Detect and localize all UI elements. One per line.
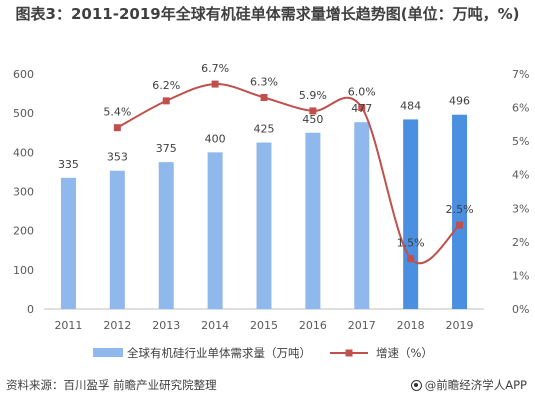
x-tick-label: 2016 bbox=[299, 319, 327, 332]
bars-layer bbox=[60, 114, 468, 309]
growth-rate-marker bbox=[113, 124, 121, 132]
chart-svg: 0 100 200 300 400 500 600 0% 1% 2% 3% 4% 5% 6% 7% 2011 2… bbox=[13, 62, 529, 360]
y-right-tick-label: 0% bbox=[512, 303, 529, 316]
bar bbox=[109, 170, 125, 309]
bar bbox=[354, 122, 370, 309]
y-right-tick-label: 5% bbox=[512, 135, 529, 148]
growth-rate-label: 6.2% bbox=[152, 79, 180, 92]
bar-value-label: 335 bbox=[58, 158, 79, 171]
legend-bar-swatch bbox=[93, 348, 123, 357]
growth-rate-label: 2.5% bbox=[446, 203, 474, 216]
y-left-tick-label: 500 bbox=[13, 107, 34, 120]
legend-line-label: 增速（%） bbox=[376, 346, 433, 360]
y-left-tick-label: 300 bbox=[13, 186, 34, 199]
x-tick-label: 2017 bbox=[348, 319, 376, 332]
x-tick-label: 2018 bbox=[397, 319, 425, 332]
x-tick-label: 2011 bbox=[54, 319, 82, 332]
growth-rate-marker bbox=[309, 107, 317, 115]
y-left-tick-label: 100 bbox=[13, 264, 34, 277]
y-right-tick-label: 4% bbox=[512, 169, 529, 182]
growth-rate-label: 6.7% bbox=[201, 62, 229, 75]
growth-rate-label: 1.5% bbox=[397, 237, 425, 250]
x-tick-label: 2019 bbox=[446, 319, 474, 332]
bar-value-label: 484 bbox=[400, 99, 421, 112]
growth-rate-marker bbox=[407, 255, 415, 263]
bar-value-label: 477 bbox=[351, 102, 372, 115]
y-left-tick-label: 0 bbox=[27, 303, 34, 316]
bar bbox=[305, 132, 321, 309]
growth-rate-marker bbox=[162, 97, 170, 105]
x-tick-label: 2014 bbox=[201, 319, 229, 332]
chart-title: 图表3：2011-2019年全球有机硅单体需求量增长趋势图(单位：万吨，%) bbox=[15, 5, 520, 23]
legend-line-marker bbox=[345, 349, 353, 357]
bar bbox=[403, 119, 419, 309]
bar bbox=[207, 152, 223, 309]
labels-layer: 335 353 375 400 425 450 477 484 496 5.4% 6.2% 6.7% 6… bbox=[58, 62, 474, 250]
source-note: 资料来源：百川盈孚 前瞻产业研究院整理 bbox=[6, 378, 217, 392]
growth-rate-marker bbox=[358, 104, 366, 112]
growth-rate-label: 6.3% bbox=[250, 76, 278, 89]
line-layer bbox=[113, 80, 464, 265]
y-right-tick-label: 7% bbox=[512, 68, 529, 81]
bar-value-label: 375 bbox=[156, 142, 177, 155]
y-left-tick-label: 400 bbox=[13, 146, 34, 159]
bar-value-label: 450 bbox=[302, 113, 323, 126]
bar bbox=[256, 142, 272, 309]
growth-rate-label: 5.9% bbox=[299, 89, 327, 102]
growth-rate-label: 5.4% bbox=[103, 106, 131, 119]
y-right-tick-label: 1% bbox=[512, 269, 529, 282]
growth-rate-marker bbox=[260, 94, 268, 101]
legend-layer: 全球有机硅行业单体需求量（万吨） 增速（%） bbox=[93, 346, 433, 360]
y-right-tick-label: 3% bbox=[512, 202, 529, 215]
axes-layer: 0 100 200 300 400 500 600 0% 1% 2% 3% 4% 5% 6% 7% 2011 2… bbox=[13, 68, 529, 332]
legend-bar-label: 全球有机硅行业单体需求量（万吨） bbox=[127, 346, 311, 360]
x-tick-label: 2012 bbox=[103, 319, 131, 332]
bar-value-label: 400 bbox=[205, 132, 226, 145]
x-tick-label: 2013 bbox=[152, 319, 180, 332]
bar-value-label: 496 bbox=[449, 95, 470, 108]
growth-rate-marker bbox=[456, 221, 464, 229]
bar-value-label: 353 bbox=[107, 151, 128, 164]
brand-text: @前瞻经济学人APP bbox=[424, 378, 527, 392]
y-right-tick-label: 6% bbox=[512, 102, 529, 115]
bar bbox=[452, 114, 468, 309]
growth-rate-marker bbox=[211, 80, 219, 88]
y-left-tick-label: 200 bbox=[13, 225, 34, 238]
brand-attribution: @前瞻经济学人APP bbox=[410, 377, 527, 393]
bar bbox=[158, 162, 174, 309]
bar-value-label: 425 bbox=[254, 123, 275, 136]
growth-rate-label: 6.0% bbox=[348, 86, 376, 99]
footer: 资料来源：百川盈孚 前瞻产业研究院整理 @前瞻经济学人APP bbox=[0, 372, 535, 407]
y-right-tick-label: 2% bbox=[512, 236, 529, 249]
y-left-tick-label: 600 bbox=[13, 68, 34, 81]
brand-logo-icon bbox=[410, 379, 422, 391]
bar bbox=[60, 177, 76, 309]
x-tick-label: 2015 bbox=[250, 319, 278, 332]
